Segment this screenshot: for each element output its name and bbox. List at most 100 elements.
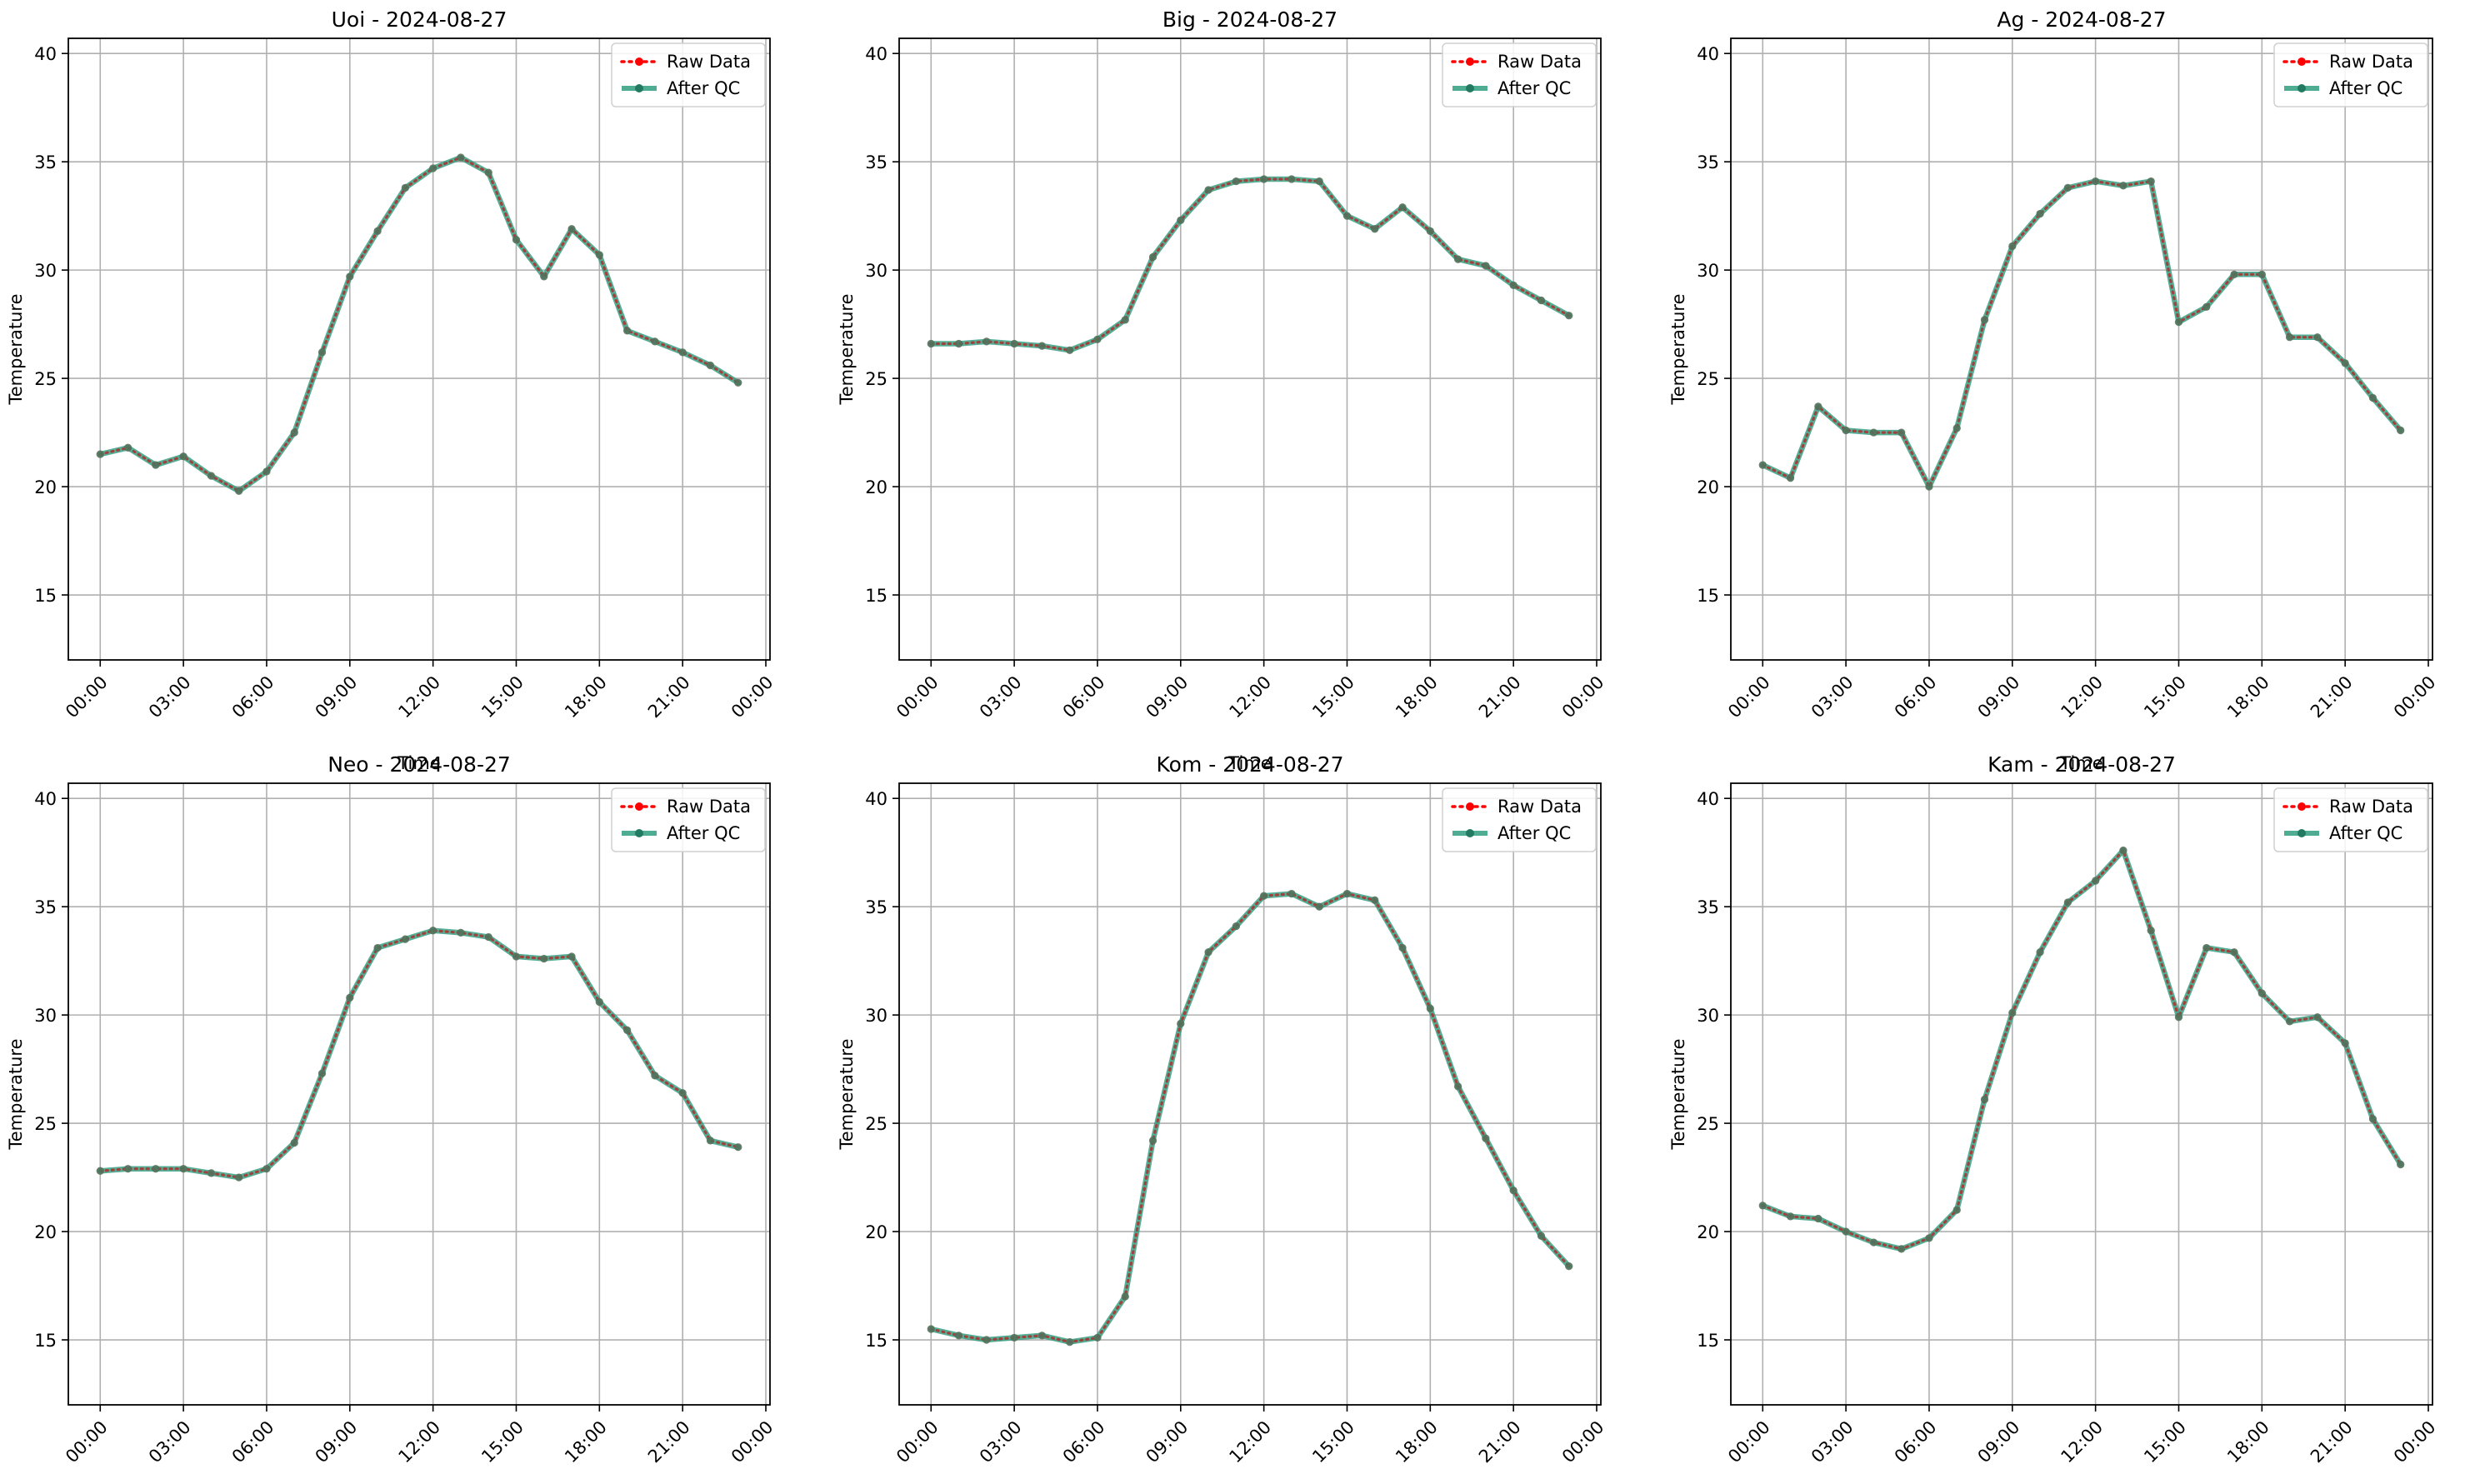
after-qc-point (734, 1143, 742, 1152)
legend-label-after-qc: After QC (667, 78, 740, 98)
legend-raw-marker (635, 57, 643, 66)
after-qc-point (1426, 227, 1434, 235)
after-qc-point (2286, 1017, 2294, 1026)
after-qc-point (1925, 482, 1933, 491)
y-axis-label: Temperature (1668, 293, 1688, 405)
after-qc-point (1898, 1245, 1906, 1253)
after-qc-point (1121, 316, 1129, 324)
after-qc-point (152, 1165, 160, 1173)
legend-label-after-qc: After QC (2329, 78, 2402, 98)
chart-title: Big - 2024-08-27 (1162, 7, 1338, 32)
after-qc-point (1371, 225, 1379, 233)
after-qc-point (1315, 902, 1323, 911)
after-qc-point (1454, 255, 1462, 263)
after-qc-point (2258, 989, 2266, 997)
after-qc-point (595, 251, 603, 259)
after-qc-point (2313, 1013, 2322, 1022)
legend-raw-marker (635, 802, 643, 811)
after-qc-point (2008, 242, 2017, 251)
y-tick-label: 20 (1697, 477, 1719, 497)
after-qc-point (1509, 281, 1518, 289)
after-qc-point (429, 927, 438, 935)
after-qc-point (262, 1165, 271, 1173)
y-tick-label: 20 (865, 477, 888, 497)
after-qc-point (734, 378, 742, 387)
y-tick-label: 25 (865, 369, 888, 389)
after-qc-point (1426, 1004, 1434, 1012)
after-qc-point (2174, 317, 2183, 327)
y-tick-label: 25 (34, 369, 57, 389)
after-qc-point (1537, 1232, 1546, 1240)
after-qc-point (457, 928, 465, 937)
after-qc-point (1758, 461, 1767, 469)
after-qc-point (954, 1332, 963, 1340)
legend-label-raw: Raw Data (2329, 797, 2413, 817)
legend: Raw Data After QC (2273, 42, 2428, 107)
after-qc-point (2063, 898, 2072, 907)
after-qc-point (651, 337, 659, 346)
after-qc-point (1177, 216, 1185, 224)
after-qc-point (1898, 428, 1906, 437)
after-qc-point (2230, 948, 2238, 957)
y-tick-label: 30 (1697, 1006, 1719, 1026)
y-tick-label: 30 (34, 261, 57, 281)
after-qc-point (1869, 428, 1878, 437)
after-qc-point (1537, 296, 1546, 305)
after-qc-point (179, 452, 188, 461)
after-qc-point (1980, 316, 1989, 324)
legend-qc-marker (1466, 84, 1474, 92)
after-qc-point (1010, 1333, 1018, 1342)
after-qc-point (2119, 182, 2128, 190)
after-qc-point (623, 327, 632, 335)
axes-frame (898, 782, 1602, 1406)
after-qc-point (1038, 1332, 1046, 1340)
y-axis-label: Temperature (6, 293, 26, 405)
axes-frame (898, 37, 1602, 661)
after-qc-point (1565, 1262, 1573, 1271)
after-qc-point (1342, 212, 1352, 220)
legend-label-raw: Raw Data (1498, 797, 1582, 817)
x-axis-label: Time (1228, 753, 1271, 773)
after-qc-point (2174, 1013, 2183, 1022)
axes-frame (1730, 782, 2433, 1406)
after-qc-point (982, 337, 991, 346)
after-qc-point (401, 935, 409, 943)
after-qc-point (2119, 846, 2128, 855)
legend-label-after-qc: After QC (2329, 823, 2402, 843)
after-qc-point (2008, 1008, 2017, 1017)
y-axis-label: Temperature (1668, 1038, 1688, 1150)
after-qc-point (2397, 426, 2405, 435)
after-qc-point (1565, 312, 1573, 320)
legend: Raw Data After QC (611, 787, 766, 852)
after-qc-point (207, 1169, 215, 1177)
y-axis-label: Temperature (6, 1038, 26, 1150)
after-qc-point (123, 443, 132, 452)
after-qc-point (2092, 177, 2100, 186)
raw-data-line (929, 892, 1571, 1344)
after-qc-point (1786, 474, 1795, 482)
after-qc-point (1232, 177, 1240, 186)
y-tick-label: 30 (865, 261, 888, 281)
y-tick-label: 15 (34, 1331, 57, 1351)
after-qc-point (1315, 177, 1323, 186)
y-tick-label: 30 (1697, 261, 1719, 281)
y-tick-label: 15 (865, 586, 888, 606)
chart-title: Kam - 2024-08-27 (1988, 752, 2176, 777)
after-qc-point (318, 1069, 327, 1077)
axes-frame (68, 37, 771, 661)
after-qc-point (346, 272, 354, 281)
after-qc-point (2147, 177, 2155, 186)
after-qc-point (484, 168, 492, 177)
after-qc-point (568, 225, 576, 233)
after-qc-point (595, 997, 603, 1007)
chart-title: Neo - 2024-08-27 (328, 752, 511, 777)
axes-frame (1730, 37, 2433, 661)
after-qc-point (623, 1026, 632, 1034)
y-tick-label: 25 (1697, 369, 1719, 389)
legend-qc-marker (635, 84, 643, 92)
after-qc-point (540, 272, 548, 281)
x-axis-label: Time (397, 753, 440, 773)
axes-frame (68, 782, 771, 1406)
after-qc-point (1232, 922, 1240, 931)
after-qc-point (1952, 1206, 1961, 1214)
